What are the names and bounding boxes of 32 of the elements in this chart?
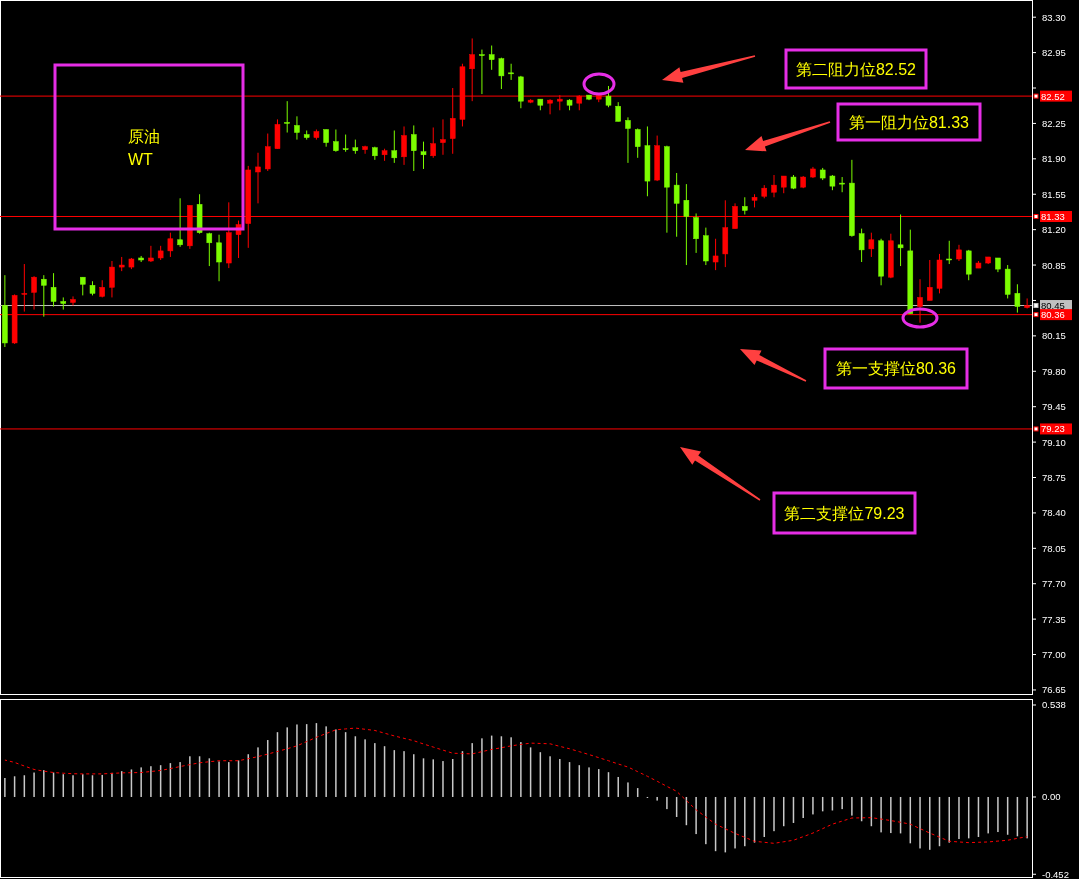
y-tick-label: 81.90	[1042, 153, 1066, 165]
y-tick-label: 79.10	[1042, 436, 1066, 448]
y-tick-label: 77.70	[1042, 578, 1066, 590]
y-tick-label: 76.65	[1042, 684, 1066, 696]
y-tick-label: 78.40	[1042, 507, 1066, 519]
y-tick-label: 78.75	[1042, 472, 1066, 483]
y-tick-label: 77.00	[1042, 649, 1066, 661]
annotation: 第二阻力位82.52	[795, 60, 917, 78]
y-tick-label: 79.45	[1042, 401, 1066, 413]
ref-line-label: 79.23	[1041, 423, 1065, 435]
y-tick-label: 0.00	[1042, 791, 1061, 803]
y-tick-label: 0.538	[1042, 699, 1066, 711]
y-tick-label: 80.15	[1042, 330, 1066, 342]
y-tick-label: 78.05	[1042, 542, 1066, 554]
y-tick-label: 80.85	[1042, 259, 1066, 271]
annotation: 第二支撑位79.23	[784, 504, 905, 522]
y-tick-label: 79.80	[1042, 365, 1066, 377]
ref-line-label: 81.33	[1041, 211, 1065, 222]
y-tick-label: 81.55	[1042, 188, 1066, 200]
ref-line-label: 80.45	[1041, 300, 1065, 312]
y-tick-label: 82.95	[1042, 47, 1066, 59]
y-tick-label: -0.452	[1042, 868, 1069, 879]
ref-line-label: 82.52	[1041, 90, 1065, 102]
y-tick-label: 82.25	[1042, 117, 1066, 129]
annotation: 第一阻力位81.33	[848, 113, 970, 131]
annotation: 原油	[128, 128, 160, 145]
y-tick-label: 83.30	[1042, 11, 1066, 23]
annotation: 第一支撑位80.36	[835, 360, 957, 377]
annotation: WT	[128, 151, 154, 168]
y-tick-label: 77.35	[1042, 613, 1066, 625]
ref-line-label: 80.36	[1041, 309, 1065, 321]
y-tick-label: 81.20	[1042, 224, 1066, 236]
